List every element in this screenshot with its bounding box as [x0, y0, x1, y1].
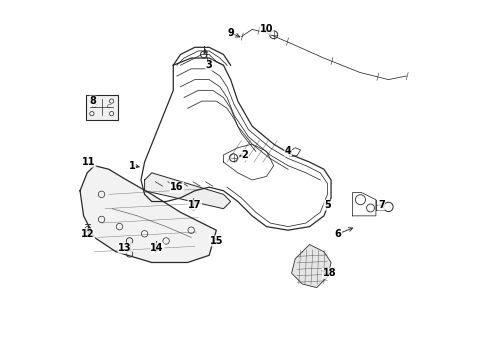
FancyBboxPatch shape: [86, 95, 118, 120]
Text: 1: 1: [129, 161, 135, 171]
Text: 11: 11: [82, 157, 96, 167]
Text: 6: 6: [335, 229, 342, 239]
Text: 15: 15: [210, 236, 223, 246]
Text: C: C: [107, 104, 112, 109]
Text: 2: 2: [242, 150, 248, 160]
Text: 4: 4: [285, 146, 292, 156]
Text: 7: 7: [378, 200, 385, 210]
Text: 12: 12: [81, 229, 95, 239]
Text: 16: 16: [170, 182, 184, 192]
Text: G: G: [92, 104, 97, 109]
Text: 13: 13: [118, 243, 132, 253]
Text: 10: 10: [260, 24, 273, 35]
Polygon shape: [145, 173, 231, 209]
Text: 3: 3: [206, 60, 213, 70]
Text: 14: 14: [150, 243, 164, 253]
Text: 18: 18: [322, 268, 336, 278]
Text: 9: 9: [227, 28, 234, 38]
Text: 5: 5: [324, 200, 331, 210]
Polygon shape: [292, 244, 331, 288]
Polygon shape: [80, 166, 216, 262]
Text: 17: 17: [188, 200, 201, 210]
Text: 8: 8: [89, 96, 96, 106]
